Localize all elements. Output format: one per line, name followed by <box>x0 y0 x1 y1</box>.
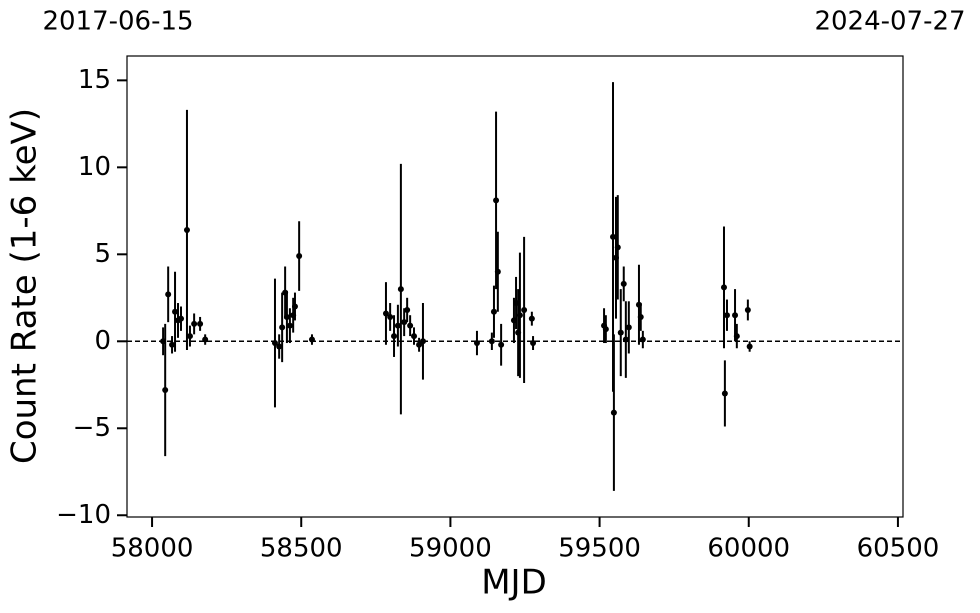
data-point <box>202 336 209 343</box>
start-date: 2017-06-15 <box>42 7 193 37</box>
data-point <box>473 340 480 347</box>
data-point <box>732 312 739 319</box>
data-point <box>530 340 537 347</box>
data-point <box>391 333 398 340</box>
data-point <box>490 308 497 315</box>
y-tick-label: 15 <box>78 65 111 95</box>
x-tick-label: 59500 <box>558 534 641 564</box>
data-point <box>493 197 500 204</box>
data-point <box>183 226 190 233</box>
data-point <box>191 320 198 327</box>
y-tick-label: 0 <box>94 326 111 356</box>
y-tick-label: 10 <box>78 152 111 182</box>
data-point <box>416 341 423 348</box>
data-point <box>614 244 621 251</box>
data-point <box>639 336 646 343</box>
data-point <box>286 322 293 329</box>
data-point <box>733 333 740 340</box>
x-tick-label: 60000 <box>707 534 790 564</box>
data-point <box>162 387 169 394</box>
plot-frame <box>126 55 904 518</box>
data-point <box>276 343 283 350</box>
data-point <box>528 315 535 322</box>
data-point <box>169 341 176 348</box>
data-point <box>498 341 505 348</box>
y-tick-label: −5 <box>73 413 111 443</box>
data-point <box>521 306 528 313</box>
data-point <box>744 306 751 313</box>
data-point <box>296 253 303 260</box>
x-tick-label: 59000 <box>409 534 492 564</box>
data-point <box>610 409 617 416</box>
y-tick-label: 5 <box>94 239 111 269</box>
data-point <box>382 310 389 317</box>
y-axis-label: Count Rate (1-6 keV) <box>5 108 45 464</box>
data-point <box>411 333 418 340</box>
data-point <box>401 319 408 326</box>
data-point <box>488 338 495 345</box>
data-point <box>407 322 414 329</box>
data-point <box>291 303 298 310</box>
x-axis-label: MJD <box>481 563 547 603</box>
data-point <box>721 390 728 397</box>
data-point <box>308 336 315 343</box>
data-point <box>625 324 632 331</box>
data-point <box>637 313 644 320</box>
data-point <box>516 312 523 319</box>
data-point <box>172 308 179 315</box>
data-point <box>283 313 290 320</box>
data-point <box>186 333 193 340</box>
x-tick-label: 58500 <box>260 534 343 564</box>
data-point <box>397 286 404 293</box>
data-point <box>279 324 286 331</box>
data-point <box>602 326 609 333</box>
end-date: 2024-07-27 <box>814 7 965 37</box>
data-point <box>404 306 411 313</box>
data-point <box>620 280 627 287</box>
data-point <box>610 233 617 240</box>
data-point <box>622 336 629 343</box>
data-point <box>746 343 753 350</box>
data-point <box>494 268 501 275</box>
data-point <box>387 313 394 320</box>
data-point <box>197 320 204 327</box>
data-point <box>271 340 278 347</box>
data-point <box>178 315 185 322</box>
x-tick-label: 60500 <box>857 534 940 564</box>
x-tick-label: 58000 <box>111 534 194 564</box>
y-tick-label: −10 <box>56 500 111 530</box>
data-point <box>394 322 401 329</box>
data-point <box>617 329 624 336</box>
data-point <box>720 284 727 291</box>
data-point <box>419 338 426 345</box>
data-point <box>723 312 730 319</box>
data-point <box>165 291 172 298</box>
